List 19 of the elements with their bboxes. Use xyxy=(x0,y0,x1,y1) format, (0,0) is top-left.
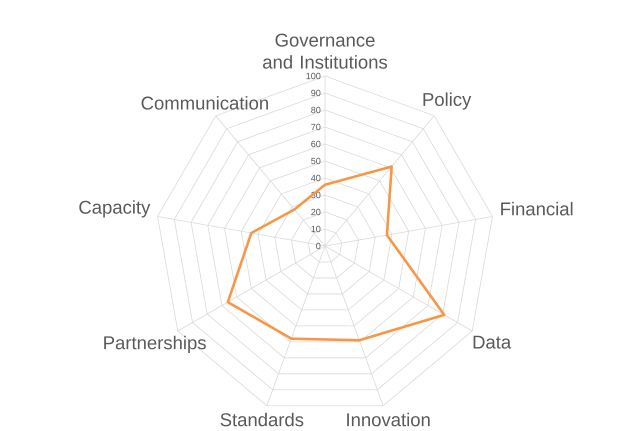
spoke-label: Data xyxy=(474,336,512,349)
y-tick-label: 90 xyxy=(311,90,320,96)
spoke-label: Capacity xyxy=(79,200,150,218)
y-tick-label: 40 xyxy=(310,174,320,182)
y-tick-label: 50 xyxy=(311,158,320,164)
y-tick-label: 20 xyxy=(311,208,320,216)
spoke-label: Standards xyxy=(220,412,304,426)
y-tick-label: 100 xyxy=(306,72,320,80)
spoke-label: Innovation xyxy=(347,412,430,426)
y-tick-label: 70 xyxy=(311,124,320,130)
spoke-label: Communication xyxy=(142,96,268,110)
y-tick-label: 0 xyxy=(316,242,320,250)
spoke-label: Policy xyxy=(423,92,472,110)
spoke-label: Governance and Institutions xyxy=(263,34,388,69)
y-tick-label: 60 xyxy=(311,140,320,148)
y-tick-label: 10 xyxy=(311,226,320,232)
y-tick-label: 80 xyxy=(311,106,320,114)
spoke-label: Financial xyxy=(501,202,572,216)
spoke-label: Partnerships xyxy=(104,336,206,353)
